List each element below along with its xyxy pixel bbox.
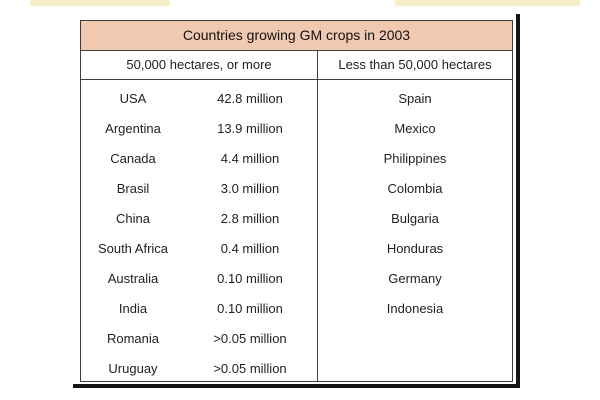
small-country-name: Honduras bbox=[386, 241, 444, 256]
country-name: China bbox=[116, 211, 150, 226]
table-row: India 0.10 million Indonesia bbox=[81, 294, 512, 324]
table-row: China 2.8 million Bulgaria bbox=[81, 204, 512, 234]
hectare-amount: 3.0 million bbox=[220, 181, 280, 196]
header-divider bbox=[81, 79, 512, 80]
column-header-small: Less than 50,000 hectares bbox=[338, 57, 492, 72]
small-country-name: Germany bbox=[388, 271, 442, 286]
table-row: Brasil 3.0 million Colombia bbox=[81, 174, 512, 204]
table-row: Argentina 13.9 million Mexico bbox=[81, 114, 512, 144]
country-name: Australia bbox=[107, 271, 159, 286]
table-shadow-frame bbox=[73, 14, 520, 388]
gm-crops-table: Countries growing GM crops in 2003 50,00… bbox=[80, 20, 513, 382]
hectare-amount: 0.10 million bbox=[217, 271, 283, 286]
small-country-name: Spain bbox=[398, 91, 432, 106]
column-header-large: 50,000 hectares, or more bbox=[126, 57, 272, 72]
hectare-amount: 4.4 million bbox=[220, 151, 280, 166]
column-divider bbox=[317, 51, 318, 381]
hectare-amount: >0.05 million bbox=[213, 361, 287, 376]
table-title: Countries growing GM crops in 2003 bbox=[81, 21, 512, 51]
small-country-name: Bulgaria bbox=[391, 211, 439, 226]
blurred-header-fragment-right bbox=[395, 0, 580, 6]
small-country-name: Mexico bbox=[394, 121, 436, 136]
table-row: Canada 4.4 million Philippines bbox=[81, 144, 512, 174]
country-name: Argentina bbox=[105, 121, 161, 136]
country-name: India bbox=[118, 301, 148, 316]
hectare-amount: 2.8 million bbox=[220, 211, 280, 226]
hectare-amount: 13.9 million bbox=[217, 121, 283, 136]
hectare-amount: 0.10 million bbox=[217, 301, 283, 316]
country-name: Canada bbox=[110, 151, 156, 166]
country-name: Uruguay bbox=[108, 361, 158, 376]
hectare-amount: 42.8 million bbox=[217, 91, 283, 106]
small-country-name: Colombia bbox=[387, 181, 443, 196]
small-country-name: Indonesia bbox=[386, 301, 444, 316]
hectare-amount: 0.4 million bbox=[220, 241, 280, 256]
table-row: USA 42.8 million Spain bbox=[81, 84, 512, 114]
country-name: Brasil bbox=[116, 181, 150, 196]
hectare-amount: >0.05 million bbox=[213, 331, 287, 346]
blurred-header-fragment-left bbox=[30, 0, 170, 6]
small-country-name: Philippines bbox=[383, 151, 447, 166]
table-row: Australia 0.10 million Germany bbox=[81, 264, 512, 294]
table-row: South Africa 0.4 million Honduras bbox=[81, 234, 512, 264]
country-name: USA bbox=[119, 91, 147, 106]
table-row: Romania >0.05 million bbox=[81, 324, 512, 354]
table-row: Uruguay >0.05 million bbox=[81, 354, 512, 384]
country-name: Romania bbox=[106, 331, 160, 346]
country-name: South Africa bbox=[97, 241, 169, 256]
